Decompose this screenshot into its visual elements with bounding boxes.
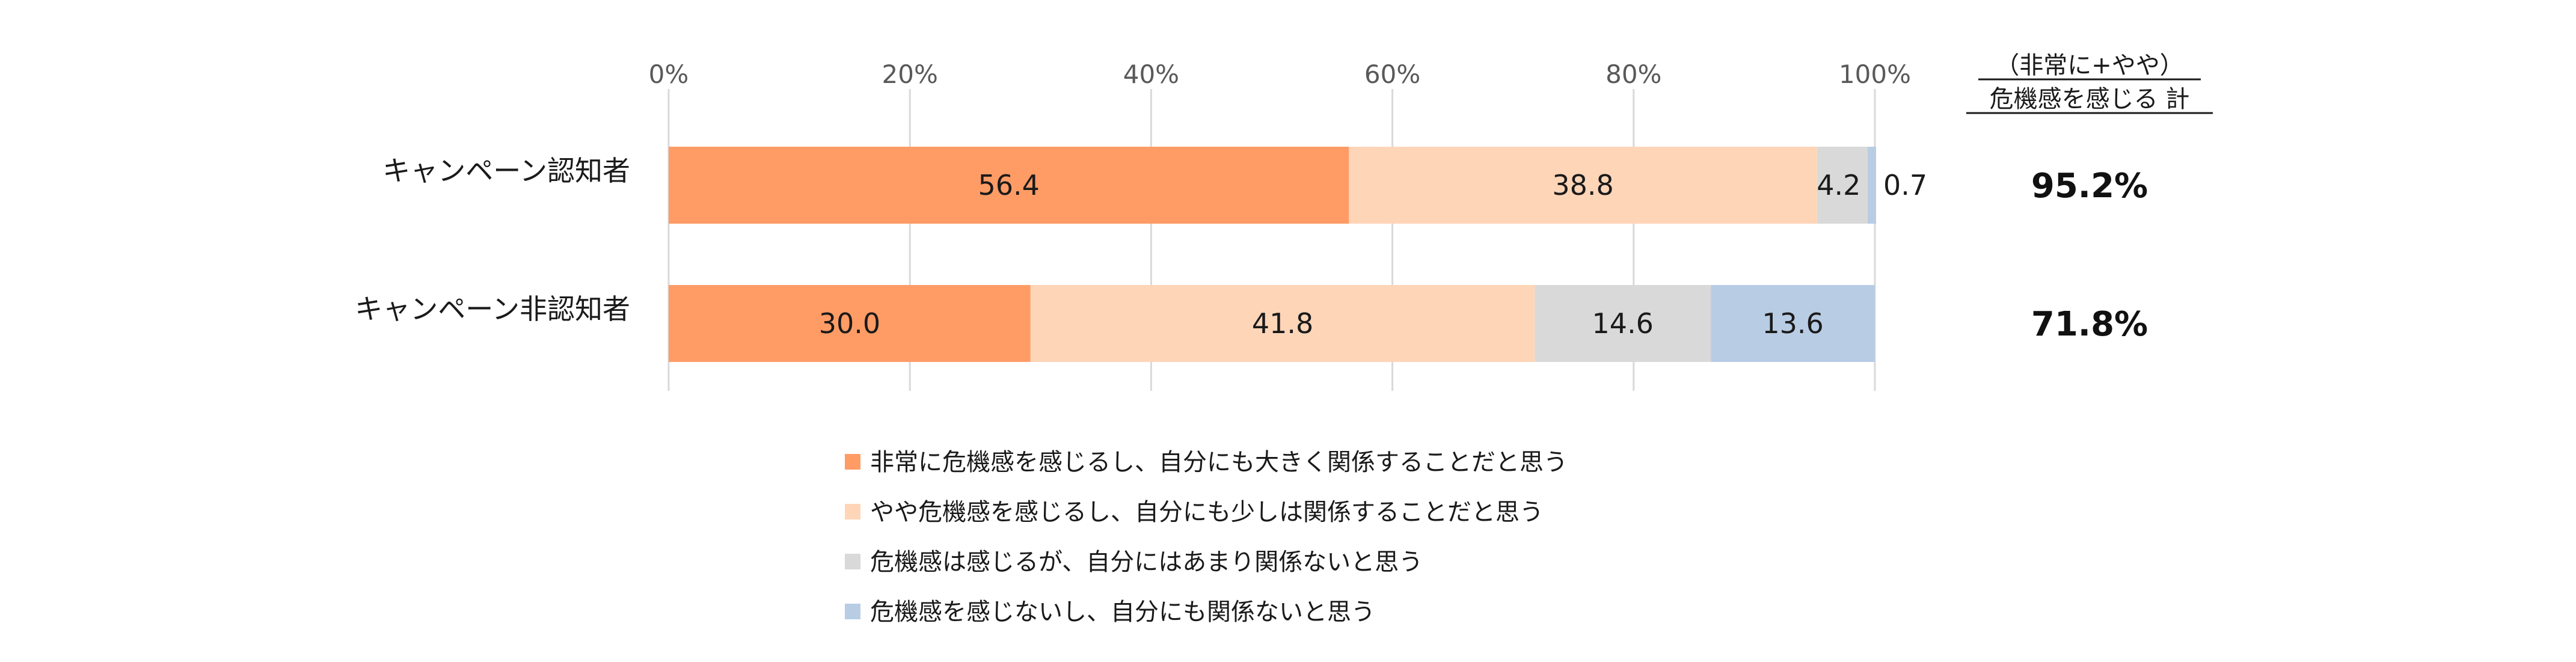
bar-segment — [1535, 285, 1711, 362]
totals-column: （非常に+やや） 危機感を感じる 計 95.2% 71.8% — [1966, 52, 2213, 344]
legend-swatch — [845, 504, 860, 519]
bar-value-label: 41.8 — [1252, 307, 1313, 340]
legend: 非常に危機感を感じるし、自分にも大きく関係することだと思うやや危機感を感じるし、… — [845, 449, 1568, 626]
legend-entry: 危機感は感じるが、自分にはあまり関係ないと思う — [870, 548, 1423, 576]
bars: 56.4 38.8 4.2 0.7 30.0 41.8 14.6 13.6 — [669, 147, 1927, 362]
category-label: キャンペーン認知者 — [382, 155, 630, 187]
x-tick-label: 0% — [649, 60, 689, 89]
legend-swatch — [845, 604, 860, 619]
x-tick-label: 100% — [1839, 60, 1911, 89]
bar-value-label: 14.6 — [1592, 307, 1654, 340]
legend-swatch — [845, 554, 860, 569]
bar-segment — [1817, 147, 1868, 224]
total-value: 71.8% — [2031, 305, 2148, 344]
bar-value-label: 30.0 — [819, 307, 880, 340]
legend-entry: やや危機感を感じるし、自分にも少しは関係することだと思う — [870, 498, 1544, 526]
x-axis-ticks: 0% 20% 40% 60% 80% 100% — [649, 60, 1911, 89]
x-tick-label: 40% — [1123, 60, 1179, 89]
category-label: キャンペーン非認知者 — [355, 293, 630, 325]
legend-entry: 危機感を感じないし、自分にも関係ないと思う — [870, 598, 1375, 626]
bar-value-label: 0.7 — [1883, 169, 1927, 201]
bar-value-label: 4.2 — [1817, 169, 1860, 201]
bar-segment — [1711, 285, 1875, 362]
x-tick-label: 60% — [1364, 60, 1420, 89]
x-tick-label: 80% — [1605, 60, 1661, 89]
totals-header-line2: 危機感を感じる 計 — [1990, 85, 2190, 113]
x-tick-label: 20% — [882, 60, 938, 89]
bar-segment — [669, 285, 1031, 362]
legend-swatch — [845, 454, 860, 470]
bar-value-label: 13.6 — [1762, 307, 1823, 340]
legend-entry: 非常に危機感を感じるし、自分にも大きく関係することだと思う — [870, 449, 1568, 476]
bar-segment — [1349, 147, 1817, 224]
totals-header-line1: （非常に+やや） — [1995, 52, 2184, 79]
bar-value-label: 38.8 — [1552, 169, 1613, 201]
bar-segment — [1030, 285, 1535, 362]
total-value: 95.2% — [2031, 167, 2148, 206]
bar-segment — [1867, 147, 1877, 224]
bar-value-label: 56.4 — [978, 169, 1039, 201]
bar-segment — [669, 147, 1349, 224]
